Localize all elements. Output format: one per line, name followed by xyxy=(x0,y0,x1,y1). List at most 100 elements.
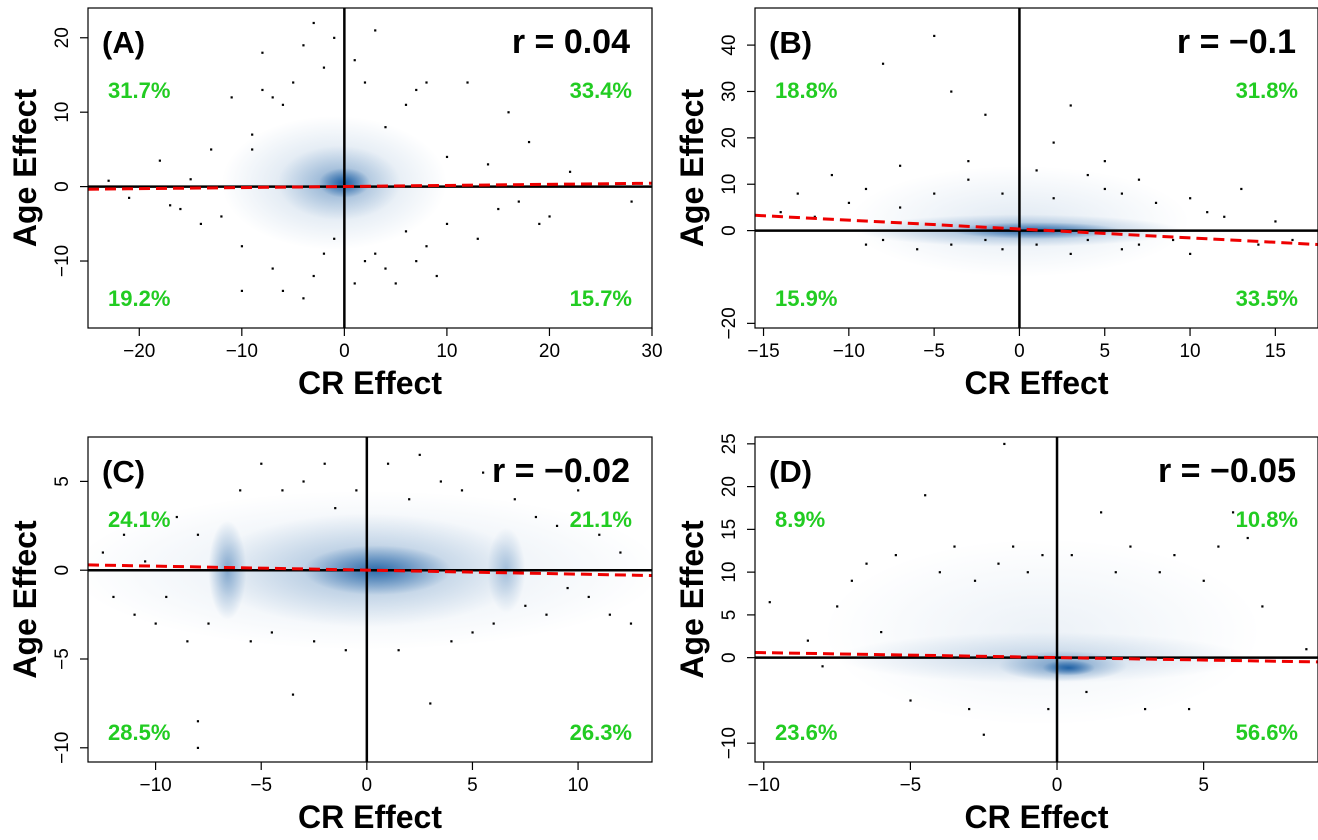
panel-b-point-18 xyxy=(984,238,987,242)
panel-c-xtick-label-2: 0 xyxy=(362,775,373,796)
panel-b-point-2 xyxy=(813,215,816,218)
panel-b-pct-lower-right: 33.5% xyxy=(1236,286,1298,311)
panel-a-point-53 xyxy=(527,140,531,144)
panel-a-point-49 xyxy=(486,163,490,166)
panel-d-points xyxy=(768,442,1308,736)
panel-b-point-10 xyxy=(899,164,902,167)
panel-d-point-8 xyxy=(909,699,912,702)
panel-d-ytick-label-5: 20 xyxy=(719,476,740,497)
panel-d-point-16 xyxy=(1003,442,1006,446)
panel-b-point-28 xyxy=(1086,173,1089,177)
panel-a-ytick-label-2: 10 xyxy=(52,102,73,123)
panel-a-point-8 xyxy=(220,215,223,218)
panel-c-ytick-label-0: −10 xyxy=(52,732,73,764)
panel-c-point-8 xyxy=(186,640,189,643)
panel-b-point-42 xyxy=(1240,187,1243,191)
panel-c-label: (C) xyxy=(102,454,145,489)
panel-a-frame xyxy=(87,7,653,329)
panel-b-point-43 xyxy=(1257,243,1260,246)
panel-c-point-32 xyxy=(460,489,464,492)
panel-d-density-blob-3 xyxy=(1042,660,1096,676)
panel-d-point-32 xyxy=(1231,511,1235,514)
panel-c-point-2 xyxy=(122,533,126,536)
panel-c-xlabel: CR Effect xyxy=(298,799,442,835)
panel-c-r-value: r = −0.02 xyxy=(492,452,630,490)
panel-a-density xyxy=(221,115,447,250)
panel-a-point-48 xyxy=(476,237,479,240)
panel-b-point-41 xyxy=(1223,215,1226,218)
panel-d-point-11 xyxy=(953,545,956,548)
panel-c-fit-line xyxy=(88,563,652,578)
panel-b-point-4 xyxy=(847,201,851,204)
panel-b-xtick-label-5: 10 xyxy=(1179,341,1200,362)
panel-d-density-blob-0 xyxy=(822,537,1263,727)
panel-d-point-35 xyxy=(1305,648,1308,651)
panel-b-r-value: r = −0.1 xyxy=(1177,23,1296,61)
panel-c-point-0 xyxy=(101,551,104,554)
panel-c-pct-lower-right: 26.3% xyxy=(570,720,632,745)
panel-d-point-20 xyxy=(1047,707,1050,711)
panel-b-point-37 xyxy=(1171,238,1175,242)
panel-a-point-26 xyxy=(322,252,326,255)
panel-d-point-25 xyxy=(1129,545,1132,548)
panel-d-fit-line xyxy=(755,651,1318,664)
panel-c-xtick-label-1: −5 xyxy=(250,775,272,796)
panel-a-point-0 xyxy=(107,179,110,182)
panel-a-xtick-label-1: −10 xyxy=(226,341,258,362)
panel-a-point-54 xyxy=(538,222,541,226)
panel-a-point-57 xyxy=(630,200,633,203)
panel-a-point-45 xyxy=(445,155,449,159)
panel-a-point-50 xyxy=(497,207,500,211)
panel-d-ytick-label-3: 10 xyxy=(719,562,740,583)
panel-d-point-1 xyxy=(806,639,809,642)
panel-b-point-38 xyxy=(1189,197,1192,200)
panel-b-point-31 xyxy=(1103,160,1106,163)
panel-a-point-17 xyxy=(271,267,274,270)
panel-b-ytick-label-5: 40 xyxy=(719,35,740,56)
panel-c-point-47 xyxy=(629,622,633,625)
panel-d-xtick-label-2: 0 xyxy=(1052,775,1063,796)
panel-d-point-6 xyxy=(880,631,883,634)
panel-c-point-20 xyxy=(313,640,316,643)
panel-d-point-9 xyxy=(924,494,927,497)
panel-c-points xyxy=(101,453,633,749)
panel-a-ytick-label-0: −10 xyxy=(52,245,73,277)
panel-b-xtick-label-2: −5 xyxy=(923,341,945,362)
panel-a: −20 −10 0 10 20 30 −10 0 10 20 CR Effect Age Effect… xyxy=(7,7,663,401)
panel-b-point-44 xyxy=(1274,220,1277,223)
panel-b-ytick-label-1: 0 xyxy=(719,225,740,236)
panel-c-point-14 xyxy=(249,640,252,643)
panel-d-ytick-label-2: 5 xyxy=(719,610,740,621)
panel-c-point-40 xyxy=(555,524,559,527)
panel-c-point-12 xyxy=(207,622,210,625)
panel-b-point-36 xyxy=(1154,201,1158,204)
panel-d-point-14 xyxy=(982,733,985,736)
panel-a-point-3 xyxy=(169,204,172,207)
panel-a-pct-lower-right: 15.7% xyxy=(570,286,632,311)
panel-b-point-13 xyxy=(933,192,936,195)
panel-d-point-2 xyxy=(821,665,824,668)
panel-c-point-10 xyxy=(196,720,200,723)
panel-d-ylabel: Age Effect xyxy=(674,520,710,679)
panel-d-pct-lower-right: 56.6% xyxy=(1236,720,1298,745)
panel-a-point-18 xyxy=(281,289,285,292)
panel-a-ytick-label-1: 0 xyxy=(52,181,73,192)
panel-a-point-51 xyxy=(507,111,510,114)
panel-c-ylabel: Age Effect xyxy=(7,520,43,679)
panel-b-point-6 xyxy=(864,187,868,191)
panel-b-point-17 xyxy=(967,178,970,181)
panel-a-point-33 xyxy=(374,29,377,32)
panel-c-ytick-label-2: 0 xyxy=(52,565,73,576)
panel-b-ytick-label-3: 20 xyxy=(719,127,740,148)
panel-b-point-21 xyxy=(1001,248,1004,251)
panel-d-ytick-label-1: 0 xyxy=(719,652,740,663)
panel-c-xtick-label-4: 10 xyxy=(567,775,588,796)
panel-b-xtick-label-3: 0 xyxy=(1014,341,1025,362)
panel-b-point-34 xyxy=(1137,178,1141,181)
panel-a-point-11 xyxy=(240,289,244,292)
panel-a-point-37 xyxy=(394,282,397,285)
panel-b-xtick-label-1: −10 xyxy=(833,341,865,362)
panel-c-point-36 xyxy=(513,498,516,501)
panel-a-point-27 xyxy=(333,36,336,39)
panel-d-xlabel: CR Effect xyxy=(964,799,1108,835)
